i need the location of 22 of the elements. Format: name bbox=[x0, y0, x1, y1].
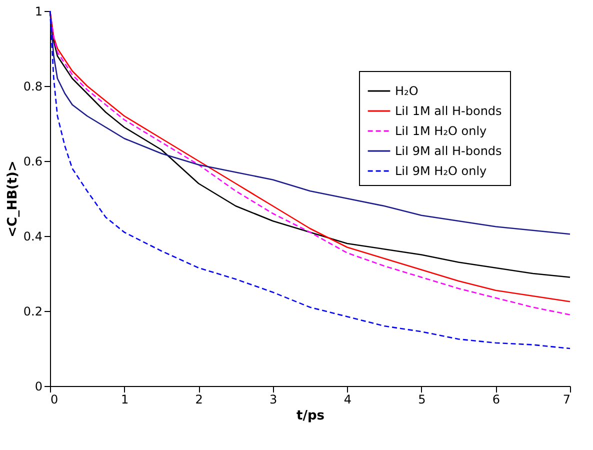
x-tick-label: 1 bbox=[120, 392, 129, 406]
y-tick-label: 0.8 bbox=[23, 80, 42, 94]
x-tick-label: 0 bbox=[50, 392, 58, 406]
x-tick-label: 2 bbox=[195, 392, 203, 406]
x-tick-label: 5 bbox=[418, 392, 426, 406]
legend-label: LiI 9M H₂O only bbox=[395, 164, 487, 178]
x-axis-title: t/ps bbox=[296, 408, 325, 424]
x-tick-label: 3 bbox=[270, 392, 278, 406]
legend-label: H₂O bbox=[395, 84, 418, 98]
x-tick-label: 6 bbox=[492, 392, 500, 406]
y-tick-label: 0.4 bbox=[23, 230, 42, 244]
y-axis-title: <C_HB(t)> bbox=[5, 160, 20, 238]
y-tick-label: 1 bbox=[34, 4, 42, 18]
legend-label: LiI 1M all H-bonds bbox=[395, 104, 502, 118]
line-series bbox=[49, 10, 571, 235]
y-tick-label: 0 bbox=[34, 380, 42, 394]
legend-label: LiI 1M H₂O only bbox=[395, 124, 487, 138]
x-tick-label: 4 bbox=[344, 392, 352, 406]
y-tick-label: 0.6 bbox=[23, 154, 42, 168]
y-tick-label: 0.2 bbox=[23, 304, 42, 318]
legend-label: LiI 9M all H-bonds bbox=[395, 144, 502, 158]
x-tick-label: 7 bbox=[562, 392, 570, 406]
